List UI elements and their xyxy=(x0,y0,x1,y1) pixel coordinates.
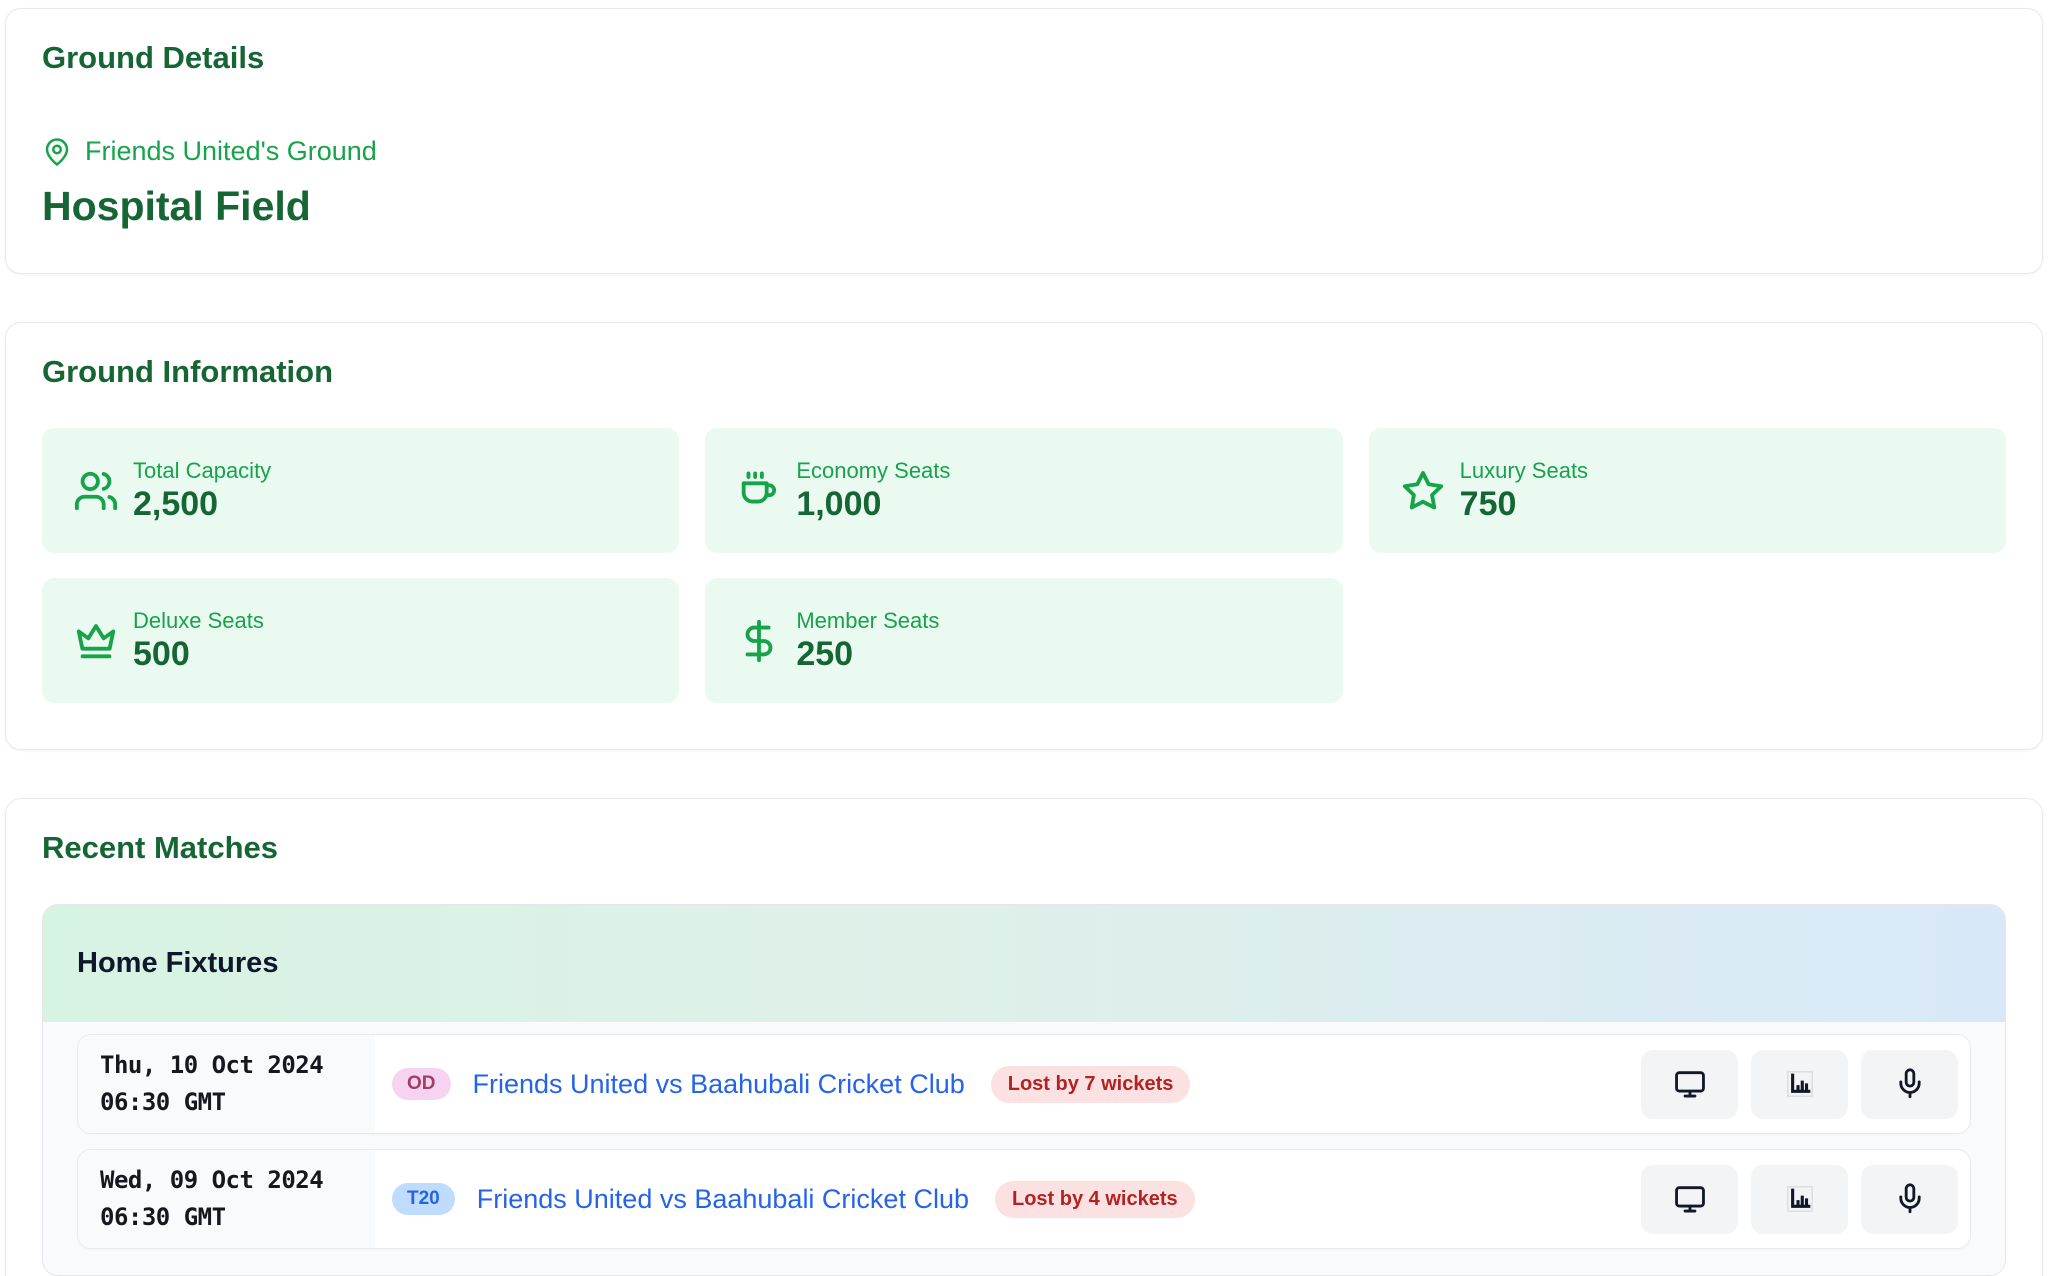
bar-chart-icon xyxy=(1783,1182,1817,1216)
stats-button[interactable] xyxy=(1751,1164,1848,1234)
match-title-link[interactable]: Friends United vs Baahubali Cricket Club xyxy=(472,1068,965,1099)
crown-icon xyxy=(73,618,119,664)
map-pin-icon xyxy=(42,137,72,167)
ground-details-card: Ground Details Friends United's Ground H… xyxy=(5,8,2043,274)
users-icon xyxy=(73,468,119,514)
stat-label: Economy Seats xyxy=(796,457,951,483)
fixture-date: Thu, 10 Oct 2024 xyxy=(100,1051,324,1080)
home-fixtures-title: Home Fixtures xyxy=(77,947,279,980)
stat-tile-member-seats: Member Seats 250 xyxy=(705,578,1343,704)
result-badge: Lost by 7 wickets xyxy=(990,1065,1191,1103)
mic-icon xyxy=(1893,1182,1927,1216)
fixture-row: Wed, 09 Oct 2024 06:30 GMT T20 Friends U… xyxy=(77,1149,1971,1250)
stat-value: 1,000 xyxy=(796,485,882,524)
ground-label: Friends United's Ground xyxy=(85,136,377,167)
format-badge: T20 xyxy=(392,1183,455,1216)
scoreboard-button[interactable] xyxy=(1641,1164,1738,1234)
stat-value: 2,500 xyxy=(133,485,219,524)
ground-details-title: Ground Details xyxy=(42,40,265,75)
fixtures-list: Thu, 10 Oct 2024 06:30 GMT OD Friends Un… xyxy=(43,1022,2005,1269)
dollar-icon xyxy=(736,618,782,664)
home-fixtures-header: Home Fixtures xyxy=(43,905,2005,1023)
stat-label: Deluxe Seats xyxy=(133,607,264,633)
stats-grid: Total Capacity 2,500 Economy Seats 1,000 xyxy=(42,428,2006,704)
bar-chart-icon xyxy=(1783,1067,1817,1101)
stat-text: Member Seats 250 xyxy=(796,607,939,675)
format-badge: OD xyxy=(392,1068,451,1101)
result-badge: Lost by 4 wickets xyxy=(994,1180,1195,1218)
ground-information-title: Ground Information xyxy=(42,354,334,389)
scoreboard-button[interactable] xyxy=(1641,1049,1738,1119)
stat-value: 750 xyxy=(1459,485,1517,524)
stat-label: Luxury Seats xyxy=(1459,457,1589,483)
ground-information-card: Ground Information Total Capacity 2,500 xyxy=(5,322,2043,751)
commentary-button[interactable] xyxy=(1861,1164,1958,1234)
stats-button[interactable] xyxy=(1751,1049,1848,1119)
fixture-actions xyxy=(1641,1049,1958,1119)
commentary-button[interactable] xyxy=(1861,1049,1958,1119)
stat-tile-luxury-seats: Luxury Seats 750 xyxy=(1368,428,2006,554)
stat-text: Deluxe Seats 500 xyxy=(133,607,264,675)
ground-location-row: Friends United's Ground xyxy=(42,136,2006,167)
stat-tile-economy-seats: Economy Seats 1,000 xyxy=(705,428,1343,554)
star-icon xyxy=(1400,468,1446,514)
fixture-actions xyxy=(1641,1164,1958,1234)
match-title-link[interactable]: Friends United vs Baahubali Cricket Club xyxy=(476,1183,969,1214)
stat-label: Total Capacity xyxy=(133,457,272,483)
recent-matches-card: Recent Matches Home Fixtures Thu, 10 Oct… xyxy=(5,798,2043,1276)
monitor-icon xyxy=(1673,1182,1707,1216)
stat-tile-total-capacity: Total Capacity 2,500 xyxy=(42,428,680,554)
fixture-date-cell: Thu, 10 Oct 2024 06:30 GMT xyxy=(78,1035,375,1134)
stat-text: Luxury Seats 750 xyxy=(1460,457,1588,525)
home-fixtures-panel: Home Fixtures Thu, 10 Oct 2024 06:30 GMT… xyxy=(42,904,2006,1276)
fixture-time: 06:30 GMT xyxy=(100,1088,226,1117)
fixture-row: Thu, 10 Oct 2024 06:30 GMT OD Friends Un… xyxy=(77,1034,1971,1135)
stat-value: 500 xyxy=(133,635,190,674)
stat-value: 250 xyxy=(796,635,854,674)
fixture-time: 06:30 GMT xyxy=(100,1203,226,1232)
monitor-icon xyxy=(1673,1067,1707,1101)
stat-text: Economy Seats 1,000 xyxy=(796,457,950,525)
mic-icon xyxy=(1893,1067,1927,1101)
fixture-date: Wed, 09 Oct 2024 xyxy=(100,1166,324,1195)
stat-text: Total Capacity 2,500 xyxy=(133,457,271,525)
recent-matches-title: Recent Matches xyxy=(42,830,279,866)
ground-name: Hospital Field xyxy=(42,183,311,230)
stat-tile-deluxe-seats: Deluxe Seats 500 xyxy=(42,578,680,704)
fixture-date-cell: Wed, 09 Oct 2024 06:30 GMT xyxy=(78,1150,375,1249)
coffee-icon xyxy=(736,468,782,514)
stat-label: Member Seats xyxy=(796,607,940,633)
